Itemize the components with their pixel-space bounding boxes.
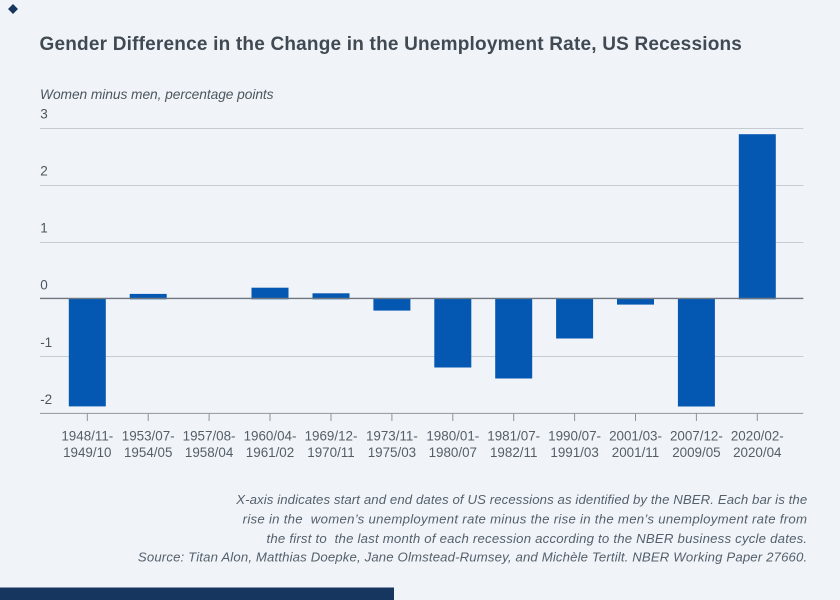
svg-text:0: 0 xyxy=(40,278,48,293)
svg-text:1970/11: 1970/11 xyxy=(307,445,354,460)
svg-text:1982/11: 1982/11 xyxy=(490,445,537,460)
svg-text:2001/11: 2001/11 xyxy=(612,445,659,460)
svg-text:1980/01-: 1980/01- xyxy=(426,428,479,443)
svg-text:1954/05: 1954/05 xyxy=(124,445,172,460)
svg-text:1961/02: 1961/02 xyxy=(246,445,294,460)
svg-text:1: 1 xyxy=(40,221,48,236)
svg-text:2007/12-: 2007/12- xyxy=(670,428,723,443)
svg-text:the first to the last month o: the first to the last month of each rece… xyxy=(266,531,807,546)
svg-text:1975/03: 1975/03 xyxy=(368,445,416,460)
svg-text:1981/07-: 1981/07- xyxy=(487,428,540,443)
svg-text:2001/03-: 2001/03- xyxy=(609,428,662,443)
svg-text:2020/02-: 2020/02- xyxy=(731,428,784,443)
svg-text:-2: -2 xyxy=(40,392,52,407)
svg-text:1990/07-: 1990/07- xyxy=(548,428,601,443)
svg-text:2: 2 xyxy=(40,163,48,178)
svg-text:1957/08-: 1957/08- xyxy=(183,428,236,443)
svg-text:1980/07: 1980/07 xyxy=(429,445,477,460)
svg-text:1973/11-: 1973/11- xyxy=(366,428,418,443)
svg-text:1991/03: 1991/03 xyxy=(550,445,598,460)
svg-text:-1: -1 xyxy=(40,335,52,350)
svg-text:X-axis indicates start and end: X-axis indicates start and end dates of … xyxy=(235,492,807,507)
svg-text:Source: Titan Alon, Matthias D: Source: Titan Alon, Matthias Doepke, Jan… xyxy=(138,550,807,565)
svg-text:1960/04-: 1960/04- xyxy=(244,428,297,443)
svg-text:1948/11-: 1948/11- xyxy=(61,428,113,443)
svg-text:1949/10: 1949/10 xyxy=(63,445,111,460)
svg-text:1953/07-: 1953/07- xyxy=(122,428,175,443)
svg-text:3: 3 xyxy=(40,106,48,121)
svg-text:2009/05: 2009/05 xyxy=(672,445,720,460)
svg-text:2020/04: 2020/04 xyxy=(733,445,782,460)
svg-text:rise in the women’s unemploym: rise in the women’s unemployment rate mi… xyxy=(243,512,808,527)
svg-text:1969/12-: 1969/12- xyxy=(305,428,358,443)
svg-text:Women minus men, percentage po: Women minus men, percentage points xyxy=(40,87,274,102)
svg-text:Gender Difference in the Chang: Gender Difference in the Change in the U… xyxy=(40,34,743,55)
svg-text:1958/04: 1958/04 xyxy=(185,445,234,460)
